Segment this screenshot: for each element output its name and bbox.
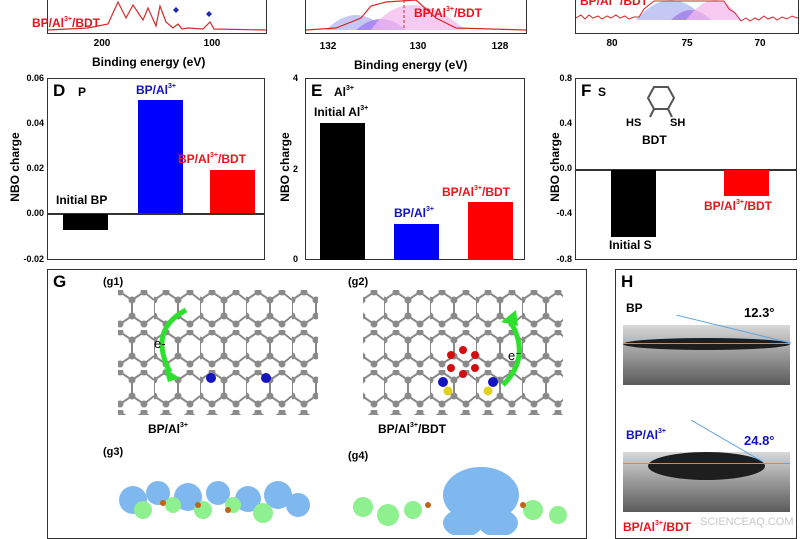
y-axis-label: NBO charge <box>8 132 22 202</box>
chart-e-title: Al3+ <box>334 85 354 99</box>
panel-letter-d: D <box>53 81 66 100</box>
tangent-line <box>676 315 792 344</box>
zero-line <box>48 213 264 215</box>
contact-angle-bp-al: 24.8° <box>744 433 775 448</box>
y-tick: 0.04 <box>26 118 44 128</box>
sample-label-bp-al: BP/Al3+ <box>626 428 666 442</box>
bar-initial-s <box>611 170 656 237</box>
xps2-xtick: 128 <box>491 41 509 52</box>
sample-label-bp: BP <box>626 301 643 315</box>
droplet <box>623 338 790 350</box>
bp-lattice-structures: e- e⁻ <box>118 290 563 415</box>
bar-label: BP/Al3+ <box>394 206 434 220</box>
chart-f-frame: F S HS SH BDT Initial S BP/Al3+/BDT <box>575 78 797 260</box>
xps3-xtick: 75 <box>681 38 693 49</box>
bar-bp-al-bdt <box>724 170 769 196</box>
xps3-xtick: 70 <box>754 38 766 49</box>
y-axis-label: NBO charge <box>548 132 562 202</box>
xps-label-2: BP/Al3+/BDT <box>414 6 482 20</box>
charge-density-maps <box>119 467 567 535</box>
y-tick: -0.02 <box>23 254 44 264</box>
svg-text:e⁻: e⁻ <box>508 348 522 363</box>
xps2-xtick: 132 <box>319 41 337 52</box>
sample-label-bp-al-bdt: BP/Al3+/BDT <box>623 520 691 534</box>
bar-initial-al <box>320 123 365 260</box>
y-axis-label: NBO charge <box>278 132 292 202</box>
panel-letter-e: E <box>311 81 323 100</box>
xps2-xlabel: Binding energy (eV) <box>354 58 468 72</box>
bar-label: Initial S <box>609 238 652 252</box>
xps1-xlabel: Binding energy (eV) <box>92 55 206 69</box>
panel-h-frame: H BP 12.3° BP/Al3+ 24.8° BP/Al3+/BDT <box>615 269 797 539</box>
y-tick: 0.0 <box>559 163 572 173</box>
bdt-molecule-icon <box>646 86 676 118</box>
contact-angle-bp: 12.3° <box>744 305 775 320</box>
zero-line <box>576 169 796 171</box>
chart-d-title: P <box>78 85 87 99</box>
xps-panel-1: BP/Al3+/BDT <box>32 0 267 34</box>
watermark: SCIENCEAQ.COM <box>700 516 794 528</box>
bar-initial-bp <box>63 214 108 230</box>
bar-bp-al <box>138 100 183 213</box>
panel-letter-g: G <box>53 272 67 291</box>
xps-spectrum-2 <box>305 0 527 31</box>
xps-spectrum-1 <box>47 0 267 31</box>
g2-caption: BP/Al3+/BDT <box>378 422 446 436</box>
baseline <box>623 343 790 344</box>
xps-panel-3: BP/Al3+/BDT <box>575 0 800 34</box>
bar-label: Initial BP <box>56 193 108 207</box>
droplet <box>648 452 765 480</box>
sub-label-g2: (g2) <box>348 276 369 288</box>
sub-label-g4: (g4) <box>348 450 369 462</box>
molecule-hs: HS <box>626 117 642 129</box>
y-tick: 2 <box>292 164 298 174</box>
panel-letter-h: H <box>621 272 634 291</box>
y-tick: 0 <box>292 254 298 264</box>
bar-bp-al <box>394 224 439 260</box>
bar-bp-al-bdt <box>210 170 255 213</box>
bar-label: BP/Al3+/BDT <box>442 185 510 199</box>
molecule-sh: SH <box>670 117 686 129</box>
y-tick: 0.8 <box>559 73 572 83</box>
y-tick: -0.8 <box>556 254 572 264</box>
xps1-xtick: 200 <box>93 38 111 49</box>
y-tick: 0.02 <box>26 163 44 173</box>
y-tick: -0.4 <box>556 208 572 218</box>
y-tick: 0.06 <box>26 73 44 83</box>
y-tick: 0.00 <box>26 208 44 218</box>
bar-label: BP/Al3+/BDT <box>178 152 246 166</box>
bar-label: BP/Al3+ <box>136 83 176 97</box>
panel-g-frame: G (g1) (g2) e- e⁻ BP/Al3+ BP/Al3+/BDT (g… <box>47 269 587 539</box>
molecule-label: BDT <box>642 133 667 147</box>
droplet-image-bp <box>623 325 790 385</box>
g1-caption: BP/Al3+ <box>148 422 188 436</box>
y-tick: 4 <box>292 73 298 83</box>
xps1-xtick: 100 <box>203 38 221 49</box>
xps-label-1: BP/Al3+/BDT <box>32 16 100 30</box>
panel-letter-f: F <box>581 81 592 100</box>
svg-text:e-: e- <box>154 336 166 351</box>
y-tick: 0.4 <box>559 118 572 128</box>
xps2-xtick: 130 <box>409 41 427 52</box>
bar-bp-al-bdt <box>468 202 513 260</box>
sub-label-g1: (g1) <box>103 276 124 288</box>
baseline <box>623 463 790 464</box>
chart-f-title: S <box>598 85 607 99</box>
bar-label: Initial Al3+ <box>314 105 369 119</box>
xps-panel-2: BP/Al3+/BDT <box>305 0 527 34</box>
xps-label-3: BP/Al3+/BDT <box>580 0 648 8</box>
bar-label: BP/Al3+/BDT <box>704 199 772 213</box>
xps3-xtick: 80 <box>606 38 618 49</box>
sub-label-g3: (g3) <box>103 446 124 458</box>
tangent-line <box>691 420 764 463</box>
chart-e-frame: E Al3+ Initial Al3+ BP/Al3+ BP/Al3+/BDT <box>305 78 525 260</box>
xps-spectrum-3 <box>575 0 800 22</box>
chart-d-frame: D P Initial BP BP/Al3+ BP/Al3+/BDT <box>47 78 265 260</box>
